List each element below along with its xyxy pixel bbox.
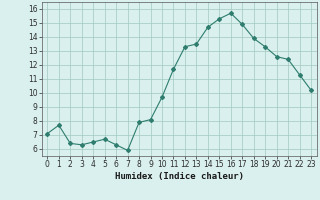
X-axis label: Humidex (Indice chaleur): Humidex (Indice chaleur) [115,172,244,181]
